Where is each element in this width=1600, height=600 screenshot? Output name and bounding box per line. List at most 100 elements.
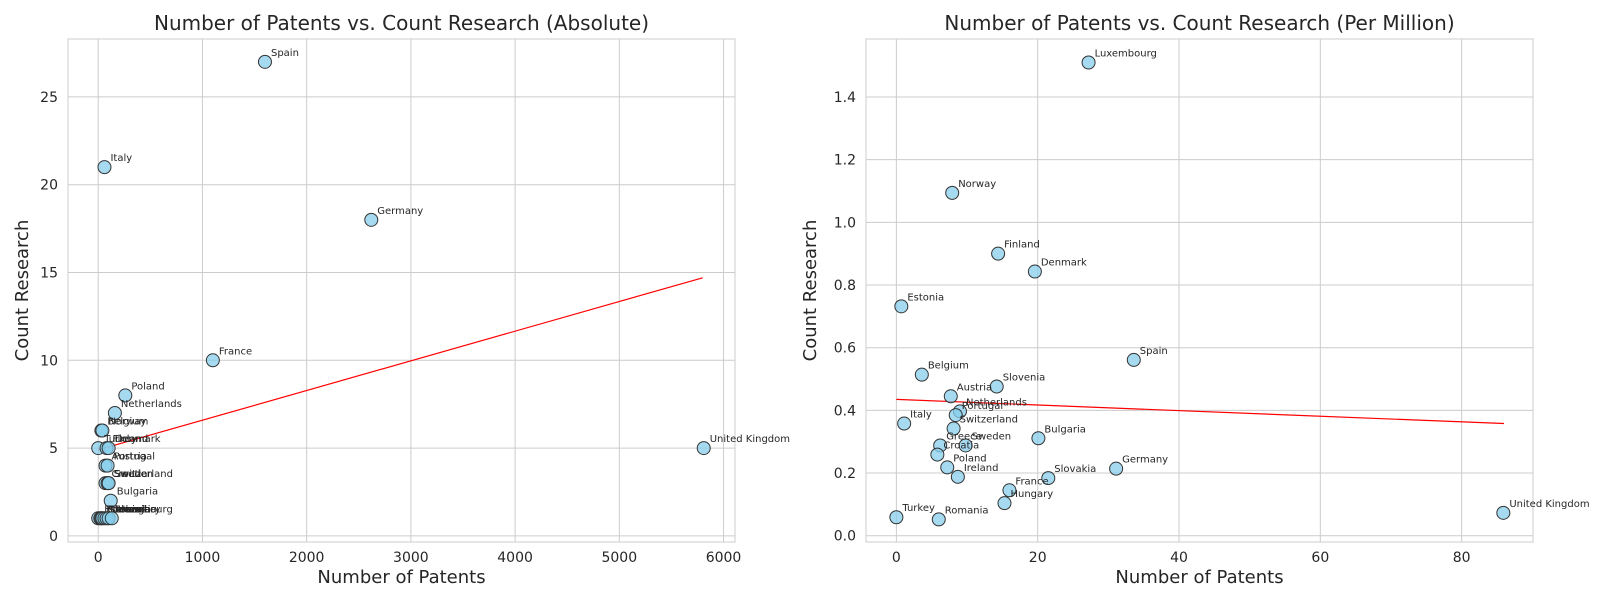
chart-1-data-point — [989, 379, 1004, 394]
chart-0-point-label: Sweden — [114, 469, 154, 480]
chart-1-x-tick-label: 0 — [892, 550, 901, 566]
chart-0-point-label: Romania — [106, 504, 150, 515]
chart-0-point-label: Spain — [271, 48, 299, 59]
chart-0-x-tick-label: 2000 — [289, 550, 325, 566]
chart-0-y-tick-label: 5 — [49, 441, 58, 457]
chart-0-data-point — [696, 441, 711, 456]
chart-1-point-label: Poland — [953, 453, 986, 464]
chart-1-trend-line — [896, 398, 1505, 425]
chart-0-title: Number of Patents vs. Count Research (Ab… — [154, 11, 649, 35]
chart-0-point-label: Hungary — [118, 504, 161, 515]
chart-1-data-point — [1027, 264, 1042, 279]
chart-0-point-label: Croatia — [112, 469, 148, 480]
chart-1-data-point — [945, 185, 960, 200]
chart-1-data-point — [946, 421, 961, 436]
chart-1-y-tick-label: 0.4 — [834, 403, 856, 419]
chart-0-data-point — [364, 212, 379, 227]
chart-1-point-label: Finland — [1004, 240, 1040, 251]
chart-0-point-label: Slovenia — [108, 504, 151, 515]
chart-0-plot-frame — [67, 38, 736, 543]
chart-1-point-label: Hungary — [1010, 489, 1053, 500]
chart-1-y-tick-label: 1.4 — [834, 90, 856, 106]
chart-1-data-point — [931, 512, 946, 527]
chart-1-data-point — [889, 510, 904, 525]
chart-1-point-label: France — [1015, 476, 1048, 487]
chart-1-point-label: Austria — [957, 382, 992, 393]
chart-0-point-label: Italy — [110, 153, 132, 164]
chart-1-data-point — [950, 469, 965, 484]
chart-0-x-axis-label: Number of Patents — [317, 567, 485, 588]
chart-1-y-tick-label: 0.0 — [834, 529, 856, 545]
chart-1-x-tick-label: 40 — [1170, 550, 1188, 566]
chart-0-data-point — [107, 405, 122, 420]
chart-0-point-label: Austria — [112, 452, 147, 463]
chart-0-data-point — [118, 388, 133, 403]
chart-0-point-label: Poland — [131, 381, 164, 392]
chart-0-point-label: Portugal — [114, 452, 155, 463]
chart-0-point-label: Netherlands — [121, 399, 182, 410]
chart-1-x-tick-label: 20 — [1029, 550, 1047, 566]
chart-1-point-label: Estonia — [907, 292, 944, 303]
chart-0-y-tick-label: 20 — [40, 178, 58, 194]
chart-0-point-label: United Kingdom — [710, 434, 790, 445]
chart-0-trend-line — [98, 277, 703, 451]
chart-1-point-label: Spain — [1140, 346, 1168, 357]
chart-0-point-label: Switzerland — [115, 469, 173, 480]
chart-0-point-label: Belgium — [107, 417, 148, 428]
chart-0-data-point — [95, 423, 110, 438]
chart-1-point-label: Slovakia — [1054, 464, 1096, 475]
chart-0-point-label: Luxembourg — [110, 504, 172, 515]
chart-1-plot-frame — [865, 38, 1534, 543]
chart-0-x-tick-label: 3000 — [393, 550, 429, 566]
chart-1-data-point — [991, 246, 1006, 261]
chart-1-y-tick-label: 1.2 — [834, 153, 856, 169]
chart-0-y-tick-label: 15 — [40, 266, 58, 282]
per-million-scatter-chart: 0 20 40 60 80 0.0 0.2 0.4 0.6 0.8 1.0 1.2 1.4 Number … — [800, 11, 1590, 588]
chart-1-data-point — [1041, 471, 1056, 486]
chart-1-point-label: Sweden — [972, 431, 1012, 442]
chart-0-data-point — [257, 54, 272, 69]
chart-0-data-point — [104, 511, 119, 526]
chart-0-point-label: France — [219, 346, 252, 357]
chart-0-y-axis-label: Count Research — [12, 220, 33, 362]
chart-1-point-label: Ireland — [964, 463, 999, 474]
chart-1-point-label: Romania — [945, 505, 989, 516]
absolute-scatter-chart: 0 1000 2000 3000 4000 5000 6000 0 5 10 15 20 25 Numbe… — [12, 11, 790, 588]
chart-0-point-label: Finland — [113, 434, 149, 445]
chart-1-data-point — [943, 389, 958, 404]
chart-1-data-point — [914, 367, 929, 382]
chart-0-data-point — [101, 476, 116, 491]
chart-1-data-point — [948, 408, 963, 423]
chart-1-x-tick-label: 60 — [1311, 550, 1329, 566]
chart-1-point-label: Bulgaria — [1044, 424, 1085, 435]
chart-1-data-point — [940, 460, 955, 475]
chart-1-point-label: Denmark — [1041, 258, 1087, 269]
chart-0-data-point — [103, 493, 118, 508]
chart-0-x-tick-label: 6000 — [706, 550, 742, 566]
chart-1-point-label: Netherlands — [966, 397, 1027, 408]
chart-1-data-point — [958, 438, 973, 453]
chart-1-point-label: Germany — [1122, 455, 1168, 466]
chart-0-x-tick-label: 5000 — [601, 550, 637, 566]
chart-0-x-tick-label: 1000 — [185, 550, 221, 566]
chart-1-data-point — [997, 496, 1012, 511]
chart-1-point-label: Slovenia — [1003, 373, 1046, 384]
chart-1-y-tick-label: 0.8 — [834, 278, 856, 294]
chart-0-point-label: Greece — [107, 504, 143, 515]
chart-0-point-label: Norway — [108, 417, 146, 428]
chart-1-x-tick-label: 80 — [1453, 550, 1471, 566]
chart-1-data-point — [1109, 461, 1124, 476]
chart-1-y-tick-label: 0.6 — [834, 341, 856, 357]
chart-0-point-label: Turkey — [103, 434, 137, 445]
chart-1-data-point — [1126, 352, 1141, 367]
chart-1-data-point — [897, 416, 912, 431]
chart-1-point-label: Switzerland — [960, 415, 1018, 426]
chart-1-point-label: Greece — [946, 431, 982, 442]
chart-0-point-label: Germany — [377, 206, 423, 217]
chart-1-point-label: Turkey — [901, 503, 935, 514]
chart-0-data-point — [100, 458, 115, 473]
chart-0-point-label: Estonia — [104, 504, 141, 515]
chart-1-data-point — [1081, 55, 1096, 70]
chart-1-point-label: United Kingdom — [1509, 499, 1589, 510]
